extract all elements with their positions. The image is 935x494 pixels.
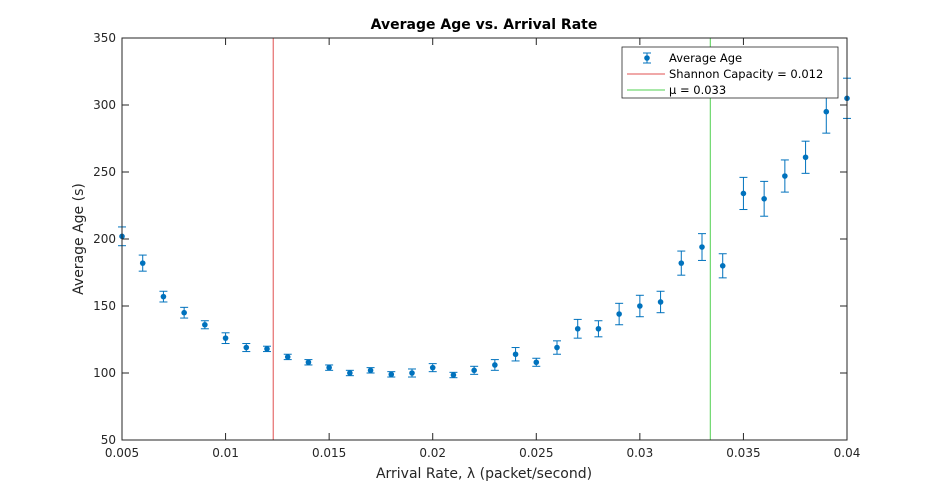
data-point [202,321,208,328]
legend-entry-shannon-capacity: Shannon Capacity = 0.012 [627,67,823,81]
reference-lines [272,38,711,440]
legend-entry-mu: μ = 0.033 [627,83,726,97]
data-point [305,359,312,366]
x-tick-label: 0.005 [105,446,139,460]
y-tick-label: 50 [101,433,116,447]
data-point [264,346,270,352]
data-point [637,303,643,309]
data-point [533,359,540,366]
data-point [284,354,291,360]
x-tick-label: 0.025 [519,446,553,460]
legend-marker-icon [644,55,650,61]
data-point [761,196,767,202]
legend-entry-average-age: Average Age [643,51,742,65]
data-point [492,362,498,368]
plot-area [122,38,847,440]
data-point [616,311,622,317]
data-point [471,367,477,374]
data-point [450,372,457,378]
data-point [595,325,602,332]
x-tick-label: 0.01 [212,446,239,460]
data-point [574,325,581,332]
y-tick-label: 350 [93,31,116,45]
chart-title: Average Age vs. Arrival Rate [371,17,598,33]
data-point [367,367,374,374]
x-axis-title: Arrival Rate, λ (packet/second) [376,466,592,482]
data-point [409,370,415,376]
legend: Average Age Shannon Capacity = 0.012 μ =… [621,46,839,99]
data-point [512,351,519,358]
x-tick-label: 0.02 [419,446,446,460]
legend-label-mu: μ = 0.033 [669,83,726,97]
data-point [326,364,332,371]
data-markers [119,95,850,378]
legend-label-shannon-capacity: Shannon Capacity = 0.012 [669,67,823,81]
y-tick-label: 200 [93,232,116,246]
data-point [243,344,250,351]
data-point [823,108,830,115]
data-point [802,154,809,161]
data-point [222,335,229,341]
data-point [782,173,788,179]
data-point [657,299,664,305]
y-axis-title: Average Age (s) [71,183,87,295]
x-axis-ticks: 0.005 0.01 0.015 0.02 0.025 0.03 0.035 0.04 [105,38,861,460]
y-tick-label: 250 [93,165,116,179]
x-tick-label: 0.015 [312,446,346,460]
data-point [429,364,436,371]
y-axis-ticks: 50 100 150 200 250 300 350 [93,31,847,447]
data-point [719,263,726,269]
y-tick-label: 100 [93,366,116,380]
x-tick-label: 0.03 [626,446,653,460]
data-point [388,371,395,378]
data-point [678,260,685,266]
data-point [554,344,560,351]
data-point [347,370,353,376]
y-tick-label: 150 [93,299,116,313]
data-point [740,190,747,197]
data-point [160,293,167,300]
x-tick-label: 0.04 [834,446,861,460]
legend-label-average-age: Average Age [669,51,742,65]
y-tick-label: 300 [93,98,116,112]
x-tick-label: 0.035 [726,446,760,460]
data-point [181,309,187,316]
data-point [139,260,146,266]
data-point [699,244,705,250]
